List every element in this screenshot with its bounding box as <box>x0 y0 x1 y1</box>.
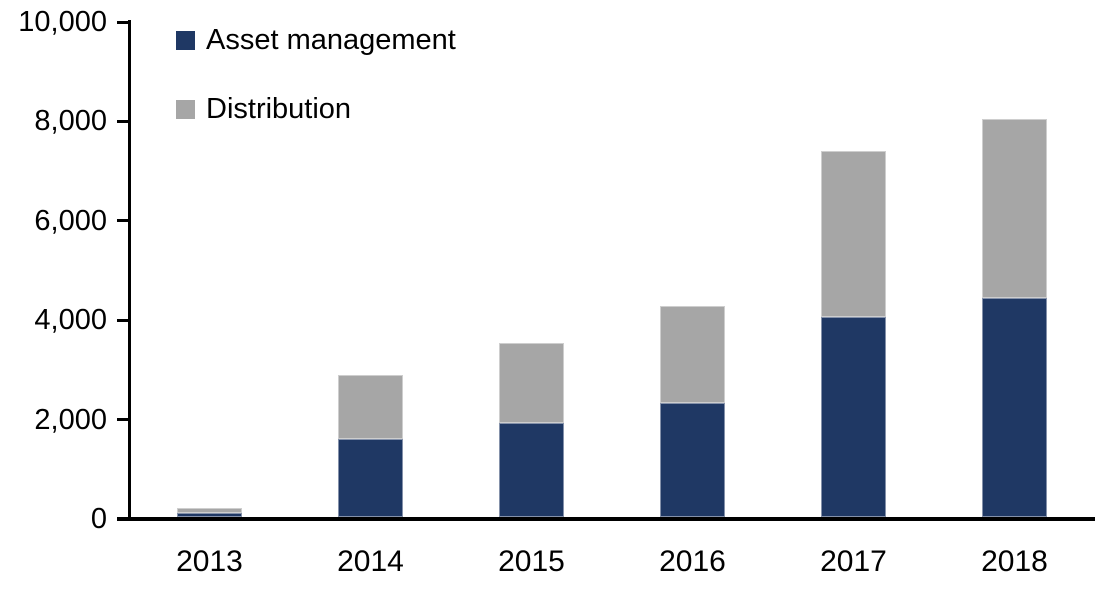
bar-segment-distribution-2014 <box>338 374 403 440</box>
x-axis-line <box>117 517 1095 521</box>
bar-segment-asset-management-2016 <box>660 403 725 517</box>
bar-segment-distribution-2013 <box>177 507 242 514</box>
bar-segment-asset-management-2015 <box>499 423 564 517</box>
y-tick-mark-6-000 <box>117 219 129 223</box>
y-tick-label-2-000: 2,000 <box>34 403 107 436</box>
y-tick-label-10-000: 10,000 <box>18 6 107 38</box>
bar-segment-asset-management-2017 <box>821 316 886 517</box>
legend-label-asset-management: Asset management <box>206 23 456 56</box>
bar-segment-asset-management-2018 <box>982 297 1047 517</box>
x-tick-label-2016: 2016 <box>659 545 726 578</box>
y-tick-mark-10-000 <box>117 20 129 24</box>
y-tick-label-4-000: 4,000 <box>34 304 107 337</box>
x-tick-label-2018: 2018 <box>981 545 1048 578</box>
y-tick-mark-8-000 <box>117 119 129 123</box>
bar-segment-distribution-2015 <box>499 342 564 424</box>
bar-segment-distribution-2016 <box>660 306 725 404</box>
bar-segment-distribution-2018 <box>982 119 1047 298</box>
y-tick-label-6-000: 6,000 <box>34 204 107 237</box>
y-tick-label-0: 0 <box>90 503 107 535</box>
x-tick-label-2017: 2017 <box>820 545 887 578</box>
legend-swatch-asset-management-icon <box>176 30 195 50</box>
legend-swatch-distribution-icon <box>176 99 195 119</box>
bar-segment-asset-management-2014 <box>338 439 403 517</box>
legend-label-distribution: Distribution <box>206 92 352 125</box>
y-tick-mark-2-000 <box>117 418 129 422</box>
legend-item-asset-management: Asset management <box>176 23 456 56</box>
x-tick-label-2015: 2015 <box>498 545 565 578</box>
x-tick-label-2014: 2014 <box>337 545 404 578</box>
y-tick-label-8-000: 8,000 <box>34 105 107 138</box>
x-tick-label-2013: 2013 <box>176 545 243 578</box>
bar-segment-distribution-2017 <box>821 151 886 317</box>
y-tick-mark-4-000 <box>117 318 129 322</box>
plot-area <box>129 21 1095 517</box>
legend-item-distribution: Distribution <box>176 92 352 125</box>
bar-segment-asset-management-2013 <box>177 513 242 517</box>
y-axis-line <box>128 20 131 520</box>
